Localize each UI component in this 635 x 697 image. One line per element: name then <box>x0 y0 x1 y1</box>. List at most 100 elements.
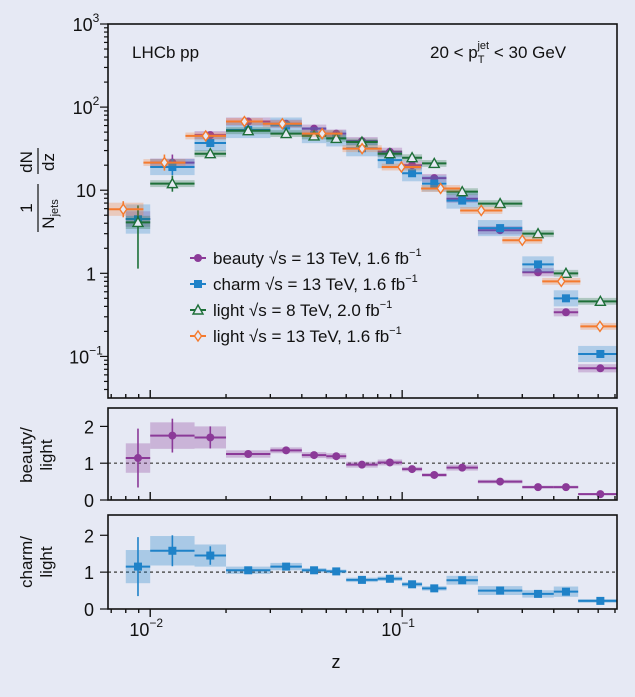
data-point <box>397 160 406 174</box>
data-point <box>317 127 327 140</box>
legend-text: light √s = 13 TeV, 1.6 fb <box>213 327 389 346</box>
svg-text:dN: dN <box>17 151 36 173</box>
data-point <box>596 364 605 373</box>
data-point <box>408 580 417 589</box>
data-point <box>385 156 394 165</box>
data-point <box>332 452 341 461</box>
legend-marker <box>194 280 202 288</box>
y-tick-label: 1 <box>84 454 94 474</box>
data-point <box>385 458 394 467</box>
data-point <box>534 260 543 269</box>
data-point <box>168 163 177 172</box>
data-point <box>133 454 142 463</box>
data-point <box>357 575 366 584</box>
legend-entry: light √s = 13 TeV, 1.6 fb−1 <box>190 325 402 346</box>
data-point <box>594 294 607 307</box>
data-point <box>596 596 605 605</box>
data-point <box>383 147 397 159</box>
y-tick-label: 1 <box>86 264 96 284</box>
data-point <box>534 589 543 598</box>
y-tick-label: 0 <box>84 600 94 620</box>
beauty-ratio-ylabel: beauty/ light <box>17 427 56 483</box>
svg-text:Njets: Njets <box>39 199 61 229</box>
data-point <box>534 483 543 492</box>
data-point <box>242 124 255 136</box>
data-point <box>496 586 505 595</box>
data-point <box>496 224 505 233</box>
data-point <box>430 470 439 479</box>
data-point <box>133 562 142 571</box>
y-axis-label: 1 Njets dN dz <box>17 148 61 232</box>
tick-base: 10 <box>381 620 401 640</box>
tick-base: 10 <box>69 347 89 367</box>
data-point <box>166 177 179 189</box>
data-point <box>559 266 573 279</box>
data-point <box>534 268 543 277</box>
data-point <box>160 156 169 169</box>
svg-text:beauty/: beauty/ <box>17 427 36 483</box>
data-point <box>496 477 505 486</box>
data-point <box>282 121 291 130</box>
y-tick-label: 1 <box>84 563 94 583</box>
data-point <box>531 227 545 239</box>
tick-exponent: 3 <box>93 11 100 25</box>
data-point <box>408 465 417 474</box>
data-point <box>357 142 367 155</box>
legend-superscript: −1 <box>409 247 422 259</box>
legend-entry: beauty √s = 13 TeV, 1.6 fb−1 <box>190 247 422 268</box>
series-2 <box>125 124 617 307</box>
main-panel-marks <box>108 115 617 373</box>
tick-base: 10 <box>129 620 149 640</box>
legend-marker <box>193 329 203 343</box>
data-point <box>493 197 507 209</box>
svg-text:1: 1 <box>17 203 36 212</box>
legend-superscript: −1 <box>405 273 418 285</box>
tick-base: 10 <box>73 98 93 118</box>
legend-entry: light √s = 8 TeV, 2.0 fb−1 <box>190 299 392 320</box>
data-point <box>168 546 177 555</box>
data-point <box>596 349 605 358</box>
data-point <box>332 567 341 576</box>
data-point <box>206 551 215 560</box>
y-tick-label: 103 <box>73 11 100 35</box>
data-point <box>168 431 177 440</box>
svg-text:charm/: charm/ <box>17 536 36 588</box>
data-point <box>428 156 441 169</box>
data-point <box>244 450 253 458</box>
data-point <box>277 117 287 131</box>
data-point <box>561 587 570 596</box>
data-point <box>595 320 605 333</box>
data-point <box>458 463 467 472</box>
x-tick-label: 10−2 <box>129 616 163 640</box>
beauty-ratio-marks <box>108 418 617 499</box>
legend: beauty √s = 13 TeV, 1.6 fb−1 charm √s = 1… <box>190 247 422 346</box>
legend-text: charm √s = 13 TeV, 1.6 fb <box>213 275 405 294</box>
data-point <box>458 576 467 585</box>
series-3 <box>108 115 617 333</box>
data-point <box>206 433 215 442</box>
legend-marker <box>194 254 202 262</box>
legend-label: light √s = 13 TeV, 1.6 fb−1 <box>213 325 402 346</box>
y-tick-label: 102 <box>73 94 100 118</box>
legend-text: light √s = 8 TeV, 2.0 fb <box>213 301 380 320</box>
selection-label: 20 < pTjet < 30 GeV <box>430 40 567 66</box>
x-axis-label: z <box>332 652 341 672</box>
svg-text:light: light <box>37 439 56 470</box>
data-point <box>310 566 319 575</box>
data-point <box>330 131 343 144</box>
data-point <box>307 129 321 141</box>
data-point <box>430 179 439 188</box>
y-tick-label: 10 <box>76 181 96 201</box>
data-point <box>561 483 570 492</box>
data-point <box>240 115 249 128</box>
data-point <box>357 460 366 469</box>
data-point <box>430 584 439 593</box>
legend-entry: charm √s = 13 TeV, 1.6 fb−1 <box>190 273 418 294</box>
data-point <box>131 215 145 228</box>
tick-exponent: −1 <box>89 343 103 357</box>
data-point <box>118 203 128 216</box>
data-point <box>561 308 570 317</box>
legend-label: charm √s = 13 TeV, 1.6 fb−1 <box>213 273 418 294</box>
